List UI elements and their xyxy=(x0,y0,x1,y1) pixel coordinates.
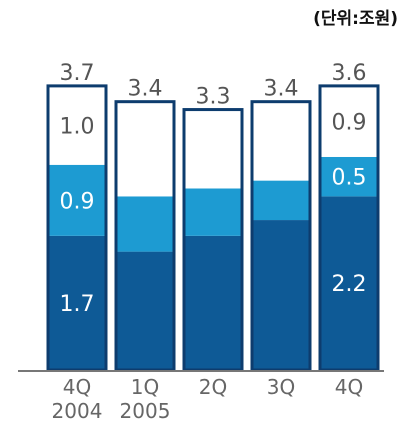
total-label-0: 3.7 xyxy=(60,61,95,86)
data-label-4-2: 0.9 xyxy=(332,110,367,135)
bar-segment-0-1 xyxy=(48,164,106,236)
total-label-1: 3.4 xyxy=(128,77,163,102)
bar-segment-1-0 xyxy=(116,251,174,370)
total-label-3: 3.4 xyxy=(264,77,299,102)
x-tick-label-0-0: 4Q xyxy=(63,375,91,399)
bar-segment-3-1 xyxy=(252,180,310,221)
bar-segment-2-2 xyxy=(184,109,242,189)
data-label-0-1: 0.9 xyxy=(60,189,95,214)
bar-segment-0-2 xyxy=(48,85,106,165)
data-label-0-2: 1.0 xyxy=(60,114,95,139)
data-label-0-0: 1.7 xyxy=(60,292,95,317)
x-tick-label-0-1: 2004 xyxy=(52,399,103,423)
x-tick-label-3-0: 3Q xyxy=(267,375,295,399)
data-label-4-1: 0.5 xyxy=(332,166,367,191)
x-tick-label-2-0: 2Q xyxy=(199,375,227,399)
bar-segment-4-1 xyxy=(320,156,378,197)
data-label-4-0: 2.2 xyxy=(332,272,367,297)
bar-segment-2-1 xyxy=(184,188,242,236)
bar-segment-0-0 xyxy=(48,235,106,370)
bar-segment-2-0 xyxy=(184,235,242,370)
unit-label: (단위:조원) xyxy=(313,9,398,29)
x-tick-label-1-1: 2005 xyxy=(120,399,171,423)
bar-segment-4-2 xyxy=(320,85,378,157)
x-tick-label-1-0: 1Q xyxy=(131,375,159,399)
total-label-2: 3.3 xyxy=(196,85,231,110)
total-label-4: 3.6 xyxy=(332,61,367,86)
bar-segment-3-2 xyxy=(252,101,310,181)
bar-segment-1-1 xyxy=(116,196,174,252)
bar-segment-1-2 xyxy=(116,101,174,197)
bar-segment-4-0 xyxy=(320,196,378,370)
bar-segment-3-0 xyxy=(252,220,310,370)
x-tick-label-4-0: 4Q xyxy=(335,375,363,399)
